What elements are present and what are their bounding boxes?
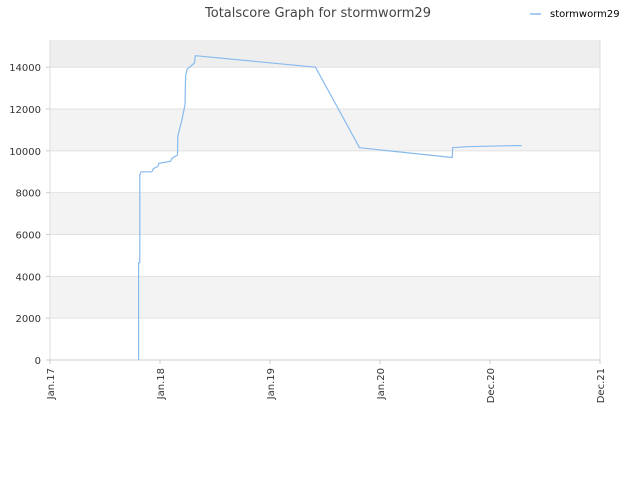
axes (49, 40, 601, 361)
x-tick-label: Jan.17 (46, 368, 57, 400)
plot-band (50, 40, 600, 68)
plot-band (50, 67, 600, 110)
plot-band (50, 234, 600, 277)
plot-background-bands (50, 40, 600, 360)
x-tick-label: Dec.21 (596, 368, 607, 403)
y-axis-ticks: 0 2000 4000 6000 8000 10000 12000 14000 (9, 63, 50, 367)
y-tick-label: 6000 (16, 231, 41, 242)
plot-band (50, 109, 600, 151)
legend: stormworm29 (530, 9, 620, 20)
legend-label: stormworm29 (550, 9, 620, 20)
y-tick-label: 14000 (9, 63, 41, 74)
y-tick-label: 12000 (9, 105, 41, 116)
series-layer (138, 55, 522, 360)
plot-band (50, 318, 600, 360)
plot-band (50, 150, 600, 193)
x-tick-label: Jan.19 (266, 368, 277, 400)
x-tick-label: Jan.20 (376, 368, 387, 400)
x-tick-label: Jan.18 (156, 368, 167, 400)
y-tick-label: 10000 (9, 147, 41, 158)
y-tick-label: 0 (35, 356, 41, 367)
y-tick-label: 8000 (16, 189, 41, 200)
chart-title: Totalscore Graph for stormworm29 (204, 6, 431, 21)
y-tick-label: 2000 (16, 314, 41, 325)
y-tick-label: 4000 (16, 272, 41, 283)
series-line (138, 55, 522, 360)
gridlines (50, 66, 600, 361)
x-tick-label: Dec.20 (486, 368, 497, 403)
x-axis-ticks: Jan.17 Jan.18 Jan.19 Jan.20 Dec.20 Dec.21 (46, 360, 607, 403)
plot-band (50, 276, 600, 319)
plot-band (50, 192, 600, 235)
